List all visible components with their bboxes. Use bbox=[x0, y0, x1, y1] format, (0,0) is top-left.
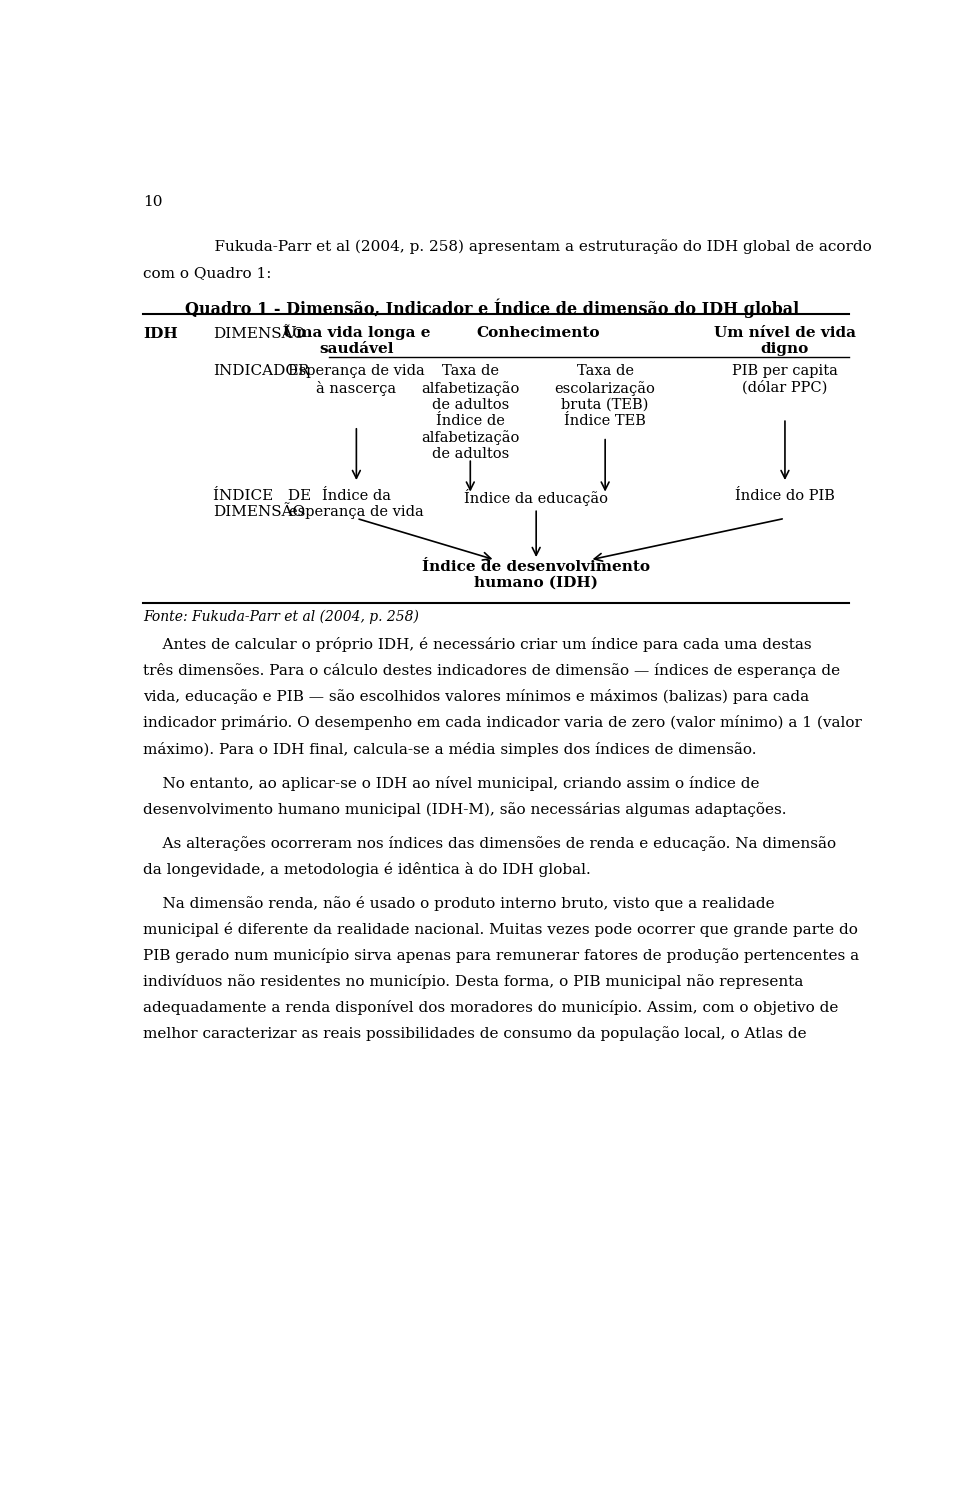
Text: desenvolvimento humano municipal (IDH-M), são necessárias algumas adaptações.: desenvolvimento humano municipal (IDH-M)… bbox=[143, 801, 787, 816]
Text: Taxa de
alfabetização
de adultos
Índice de
alfabetização
de adultos: Taxa de alfabetização de adultos Índice … bbox=[421, 364, 519, 462]
Text: Antes de calcular o próprio IDH, é necessário criar um índice para cada uma dest: Antes de calcular o próprio IDH, é neces… bbox=[143, 637, 812, 652]
Text: com o Quadro 1:: com o Quadro 1: bbox=[143, 266, 272, 279]
Text: As alterações ocorreram nos índices das dimensões de renda e educação. Na dimens: As alterações ocorreram nos índices das … bbox=[143, 836, 836, 851]
Text: Uma vida longa e
saudável: Uma vida longa e saudável bbox=[282, 326, 430, 356]
Text: indivíduos não residentes no município. Desta forma, o PIB municipal não represe: indivíduos não residentes no município. … bbox=[143, 975, 804, 990]
Text: Conhecimento: Conhecimento bbox=[477, 326, 600, 340]
Text: Esperança de vida
à nascerça: Esperança de vida à nascerça bbox=[288, 364, 424, 395]
Text: vida, educação e PIB — são escolhidos valores mínimos e máximos (balizas) para c: vida, educação e PIB — são escolhidos va… bbox=[143, 690, 809, 705]
Text: Um nível de vida
digno: Um nível de vida digno bbox=[714, 326, 856, 356]
Text: PIB gerado num município sirva apenas para remunerar fatores de produção pertenc: PIB gerado num município sirva apenas pa… bbox=[143, 948, 859, 963]
Text: INDICADOR: INDICADOR bbox=[213, 364, 309, 379]
Text: Quadro 1 - Dimensão, Indicador e Índice de dimensão do IDH global: Quadro 1 - Dimensão, Indicador e Índice … bbox=[185, 299, 799, 317]
Text: DIMENSÃO: DIMENSÃO bbox=[213, 327, 305, 341]
Text: adequadamente a renda disponível dos moradores do município. Assim, com o objeti: adequadamente a renda disponível dos mor… bbox=[143, 1000, 839, 1016]
Text: Índice do PIB: Índice do PIB bbox=[735, 489, 835, 502]
Text: Índice de desenvolvimento
humano (IDH): Índice de desenvolvimento humano (IDH) bbox=[422, 560, 650, 590]
Text: 10: 10 bbox=[143, 195, 163, 208]
Text: melhor caracterizar as reais possibilidades de consumo da população local, o Atl: melhor caracterizar as reais possibilida… bbox=[143, 1026, 806, 1041]
Text: Índice da educação: Índice da educação bbox=[465, 489, 609, 506]
Text: IDH: IDH bbox=[143, 327, 178, 341]
Text: Na dimensão renda, não é usado o produto interno bruto, visto que a realidade: Na dimensão renda, não é usado o produto… bbox=[143, 896, 775, 910]
Text: máximo). Para o IDH final, calcula-se a média simples dos índices de dimensão.: máximo). Para o IDH final, calcula-se a … bbox=[143, 741, 756, 756]
Text: No entanto, ao aplicar-se o IDH ao nível municipal, criando assim o índice de: No entanto, ao aplicar-se o IDH ao nível… bbox=[143, 776, 759, 791]
Text: ÍNDICE   DE
DIMENSÃO: ÍNDICE DE DIMENSÃO bbox=[213, 489, 311, 519]
Text: Fonte: Fukuda-Parr et al (2004, p. 258): Fonte: Fukuda-Parr et al (2004, p. 258) bbox=[143, 610, 420, 625]
Text: municipal é diferente da realidade nacional. Muitas vezes pode ocorrer que grand: municipal é diferente da realidade nacio… bbox=[143, 922, 858, 937]
Text: PIB per capita
(dólar PPC): PIB per capita (dólar PPC) bbox=[732, 364, 838, 395]
Text: indicador primário. O desempenho em cada indicador varia de zero (valor mínimo) : indicador primário. O desempenho em cada… bbox=[143, 715, 862, 730]
Text: da longevidade, a metodologia é idêntica à do IDH global.: da longevidade, a metodologia é idêntica… bbox=[143, 862, 591, 877]
Text: Taxa de
escolarização
bruta (TEB)
Índice TEB: Taxa de escolarização bruta (TEB) Índice… bbox=[555, 364, 656, 429]
Text: três dimensões. Para o cálculo destes indicadores de dimensão — índices de esper: três dimensões. Para o cálculo destes in… bbox=[143, 662, 840, 678]
Text: Índice da
esperança de vida: Índice da esperança de vida bbox=[289, 489, 423, 519]
Text: Fukuda-Parr et al (2004, p. 258) apresentam a estruturação do IDH global de acor: Fukuda-Parr et al (2004, p. 258) apresen… bbox=[195, 238, 872, 254]
